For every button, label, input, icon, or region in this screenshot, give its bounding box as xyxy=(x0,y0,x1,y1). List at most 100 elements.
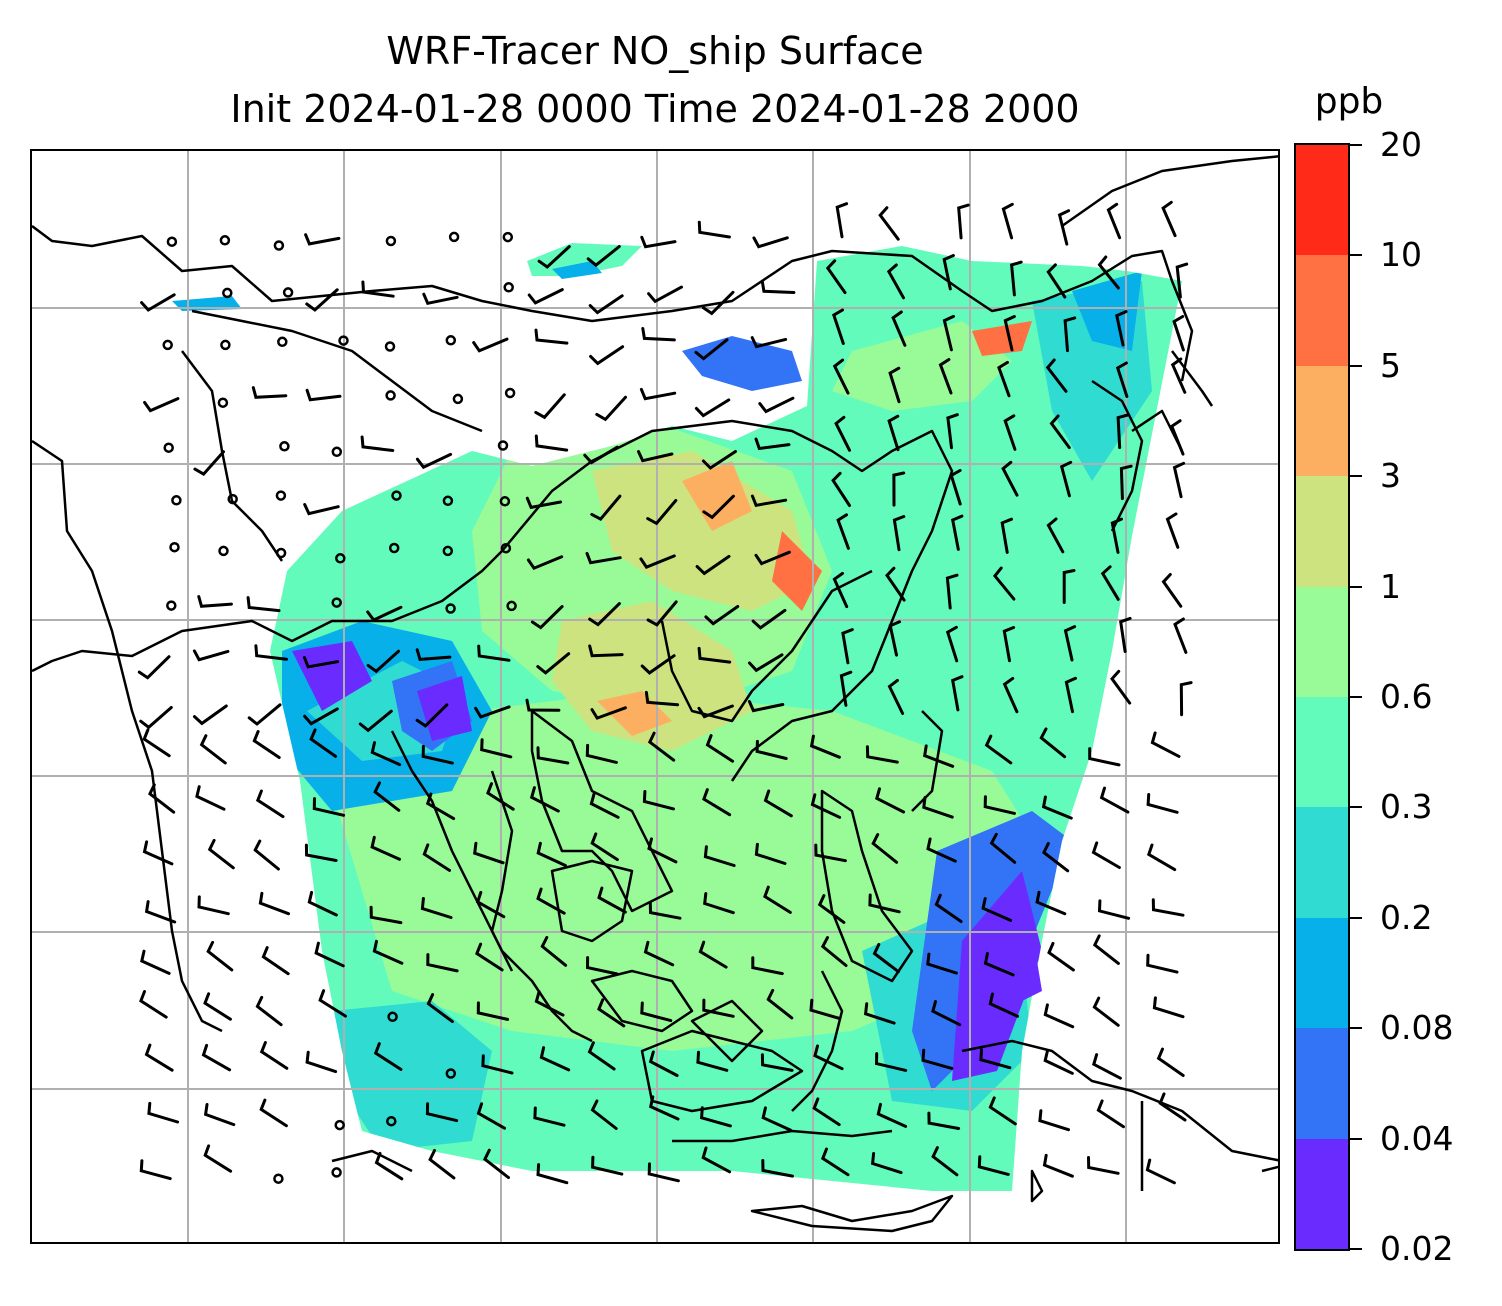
wind-barb xyxy=(892,471,906,507)
wind-barb xyxy=(197,595,233,608)
wind-barb xyxy=(139,990,168,1019)
wind-barb xyxy=(1119,616,1132,653)
wind-barb xyxy=(646,600,678,627)
wind-barb xyxy=(305,1050,338,1074)
wind-barb xyxy=(1043,1003,1075,1029)
calm-wind-marker xyxy=(331,446,343,458)
wind-barb xyxy=(536,652,571,675)
wind-barb xyxy=(871,833,899,864)
wind-barb xyxy=(586,245,621,268)
wind-barb xyxy=(258,891,290,916)
colorbar-tick xyxy=(1350,254,1362,257)
map-title-line-2: Init 2024-01-28 0000 Time 2024-01-28 200… xyxy=(230,87,1080,131)
wind-barb xyxy=(534,328,569,345)
wind-barb xyxy=(640,654,676,675)
calm-wind-marker xyxy=(222,287,233,299)
colorbar-tick xyxy=(1350,806,1362,809)
wind-barb xyxy=(1042,842,1070,873)
wind-barb xyxy=(639,387,677,401)
wind-barb xyxy=(761,1106,792,1132)
wind-barb xyxy=(373,1042,403,1071)
wind-barb xyxy=(957,203,970,240)
calm-wind-marker xyxy=(275,490,287,501)
wind-barb xyxy=(872,943,900,974)
wind-barb xyxy=(193,450,225,477)
wind-barb xyxy=(702,788,732,817)
map-title-line-1: WRF-Tracer NO_ship Surface xyxy=(386,29,924,73)
wind-barb xyxy=(814,843,847,863)
wind-barb xyxy=(751,956,784,976)
wind-barbs xyxy=(137,200,1193,1185)
wind-barb xyxy=(923,744,955,768)
map-panel xyxy=(30,149,1280,1244)
wind-barb xyxy=(1169,419,1185,456)
wind-barb xyxy=(926,952,958,975)
wind-barb xyxy=(1088,747,1121,767)
wind-barb xyxy=(595,395,627,422)
wind-barb xyxy=(751,608,787,630)
wind-barb xyxy=(254,644,288,661)
map-canvas xyxy=(32,151,1278,1242)
wind-barb xyxy=(148,783,176,814)
calm-wind-marker xyxy=(384,341,396,352)
colorbar-segment xyxy=(1296,144,1348,256)
wind-barb xyxy=(981,897,1013,922)
wind-barb xyxy=(696,1050,729,1072)
calm-wind-marker xyxy=(331,597,342,608)
wind-barb xyxy=(533,1106,566,1127)
colorbar-tick-label: 0.04 xyxy=(1380,1118,1454,1158)
calm-wind-marker xyxy=(442,495,454,507)
colorbar-tick-label: 0.08 xyxy=(1380,1008,1454,1048)
wind-barb xyxy=(766,988,794,1020)
wind-barb xyxy=(474,705,511,719)
wind-barb xyxy=(644,690,680,707)
wind-barb xyxy=(590,706,627,720)
wind-barb xyxy=(195,785,226,811)
wind-barb xyxy=(203,992,232,1021)
wind-barb xyxy=(949,469,962,506)
wind-barb xyxy=(810,793,842,819)
wind-barb xyxy=(585,551,622,565)
colorbar-tick xyxy=(1350,364,1362,367)
wind-barb xyxy=(314,941,345,968)
wind-barb xyxy=(640,1001,673,1023)
colorbar-segment xyxy=(1296,475,1348,587)
wind-barb xyxy=(588,602,621,627)
wind-barb xyxy=(143,397,180,413)
wind-barb xyxy=(1057,209,1071,246)
wind-barb xyxy=(421,744,454,765)
wind-barb xyxy=(888,620,901,657)
calm-wind-marker xyxy=(220,339,231,351)
wind-barb xyxy=(992,566,1016,601)
wind-barb xyxy=(820,936,848,967)
wind-barb xyxy=(1116,413,1130,449)
wind-barb xyxy=(583,445,619,465)
wind-barb xyxy=(760,279,796,294)
wind-barb xyxy=(1161,200,1177,238)
colorbar-segment xyxy=(1296,1138,1348,1249)
wind-barb xyxy=(874,1052,908,1072)
wind-barb xyxy=(303,503,340,516)
wind-barb xyxy=(253,839,280,871)
wind-barb xyxy=(590,494,622,521)
wind-barb xyxy=(1146,793,1179,814)
wind-barb xyxy=(931,1000,962,1027)
wind-barb xyxy=(304,843,338,862)
wind-barb xyxy=(142,840,174,866)
wind-barb xyxy=(1035,890,1067,916)
wind-barb xyxy=(1165,512,1180,549)
wind-barb xyxy=(1001,202,1014,240)
wind-barb xyxy=(832,358,850,395)
wind-barb xyxy=(475,942,504,972)
wind-barb xyxy=(530,605,564,630)
calm-wind-marker xyxy=(391,490,402,501)
wind-barb xyxy=(534,434,569,452)
wind-barb xyxy=(144,900,177,924)
calm-wind-marker xyxy=(445,1068,457,1079)
wind-barb xyxy=(1097,899,1131,920)
wind-barb xyxy=(878,206,900,241)
wind-barb xyxy=(476,1001,510,1021)
wind-barb xyxy=(755,739,788,760)
wind-barb xyxy=(473,841,505,865)
wind-barb xyxy=(946,413,959,450)
